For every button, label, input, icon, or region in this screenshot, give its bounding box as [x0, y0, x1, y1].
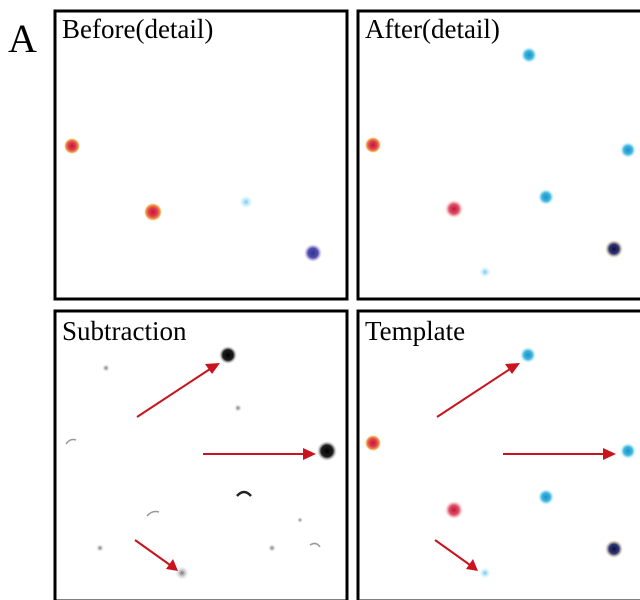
panel-title: Template [365, 316, 465, 346]
panel-title: Subtraction [62, 316, 187, 346]
spot [620, 443, 636, 459]
spot [365, 435, 381, 451]
panel-frame [55, 11, 347, 299]
spot [64, 138, 80, 154]
spot [521, 47, 537, 63]
spot [605, 540, 623, 558]
spot [445, 200, 463, 218]
spot [479, 567, 491, 579]
spot [144, 203, 162, 221]
panel-title: Before(detail) [62, 14, 213, 44]
panel: Subtraction [55, 311, 347, 600]
spot [538, 489, 554, 505]
panel-frame [358, 11, 640, 299]
speck [297, 517, 303, 523]
spot [605, 240, 623, 258]
panel-title: After(detail) [365, 14, 500, 44]
spot [479, 266, 491, 278]
spot [239, 195, 253, 209]
spot [317, 441, 337, 461]
figure: A Before(detail) After(detail) [0, 0, 640, 600]
spot [620, 142, 636, 158]
spot [304, 244, 322, 262]
spot [175, 566, 189, 580]
speck [234, 404, 242, 412]
spot [219, 346, 237, 364]
speck [96, 544, 104, 552]
panel-frame [358, 311, 640, 600]
speck [102, 364, 110, 372]
page: A Before(detail) After(detail) [0, 0, 640, 600]
spot [520, 347, 536, 363]
spot [445, 501, 463, 519]
panel: Template [358, 311, 640, 600]
panel: Before(detail) [55, 11, 347, 299]
speck [268, 544, 276, 552]
panel: After(detail) [358, 11, 640, 299]
panel-label: A [8, 16, 37, 61]
spot [538, 189, 554, 205]
spot [365, 137, 381, 153]
